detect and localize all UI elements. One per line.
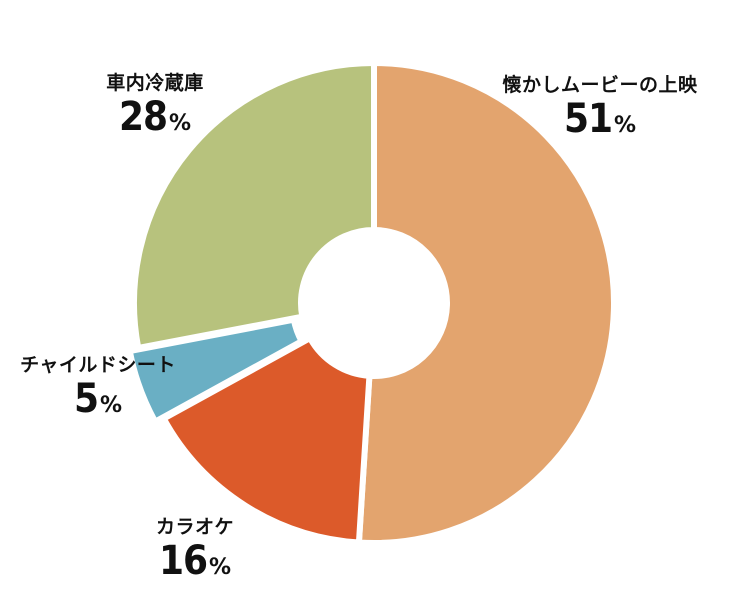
- label-child-seat: チャイルドシート 5%: [2, 350, 194, 419]
- slice-nostalgic-movie: [355, 59, 617, 546]
- label-nostalgic-movie-name: 懐かしムービーの上映: [502, 74, 698, 96]
- slice-child-seat: [126, 316, 306, 426]
- label-car-fridge-value: 28%: [118, 94, 192, 140]
- label-karaoke: カラオケ 16%: [130, 512, 260, 581]
- slice-karaoke: [159, 334, 373, 546]
- label-child-seat-value: 5%: [73, 376, 123, 422]
- slice-car-fridge: [131, 59, 377, 352]
- label-car-fridge-name: 車内冷蔵庫: [106, 72, 204, 94]
- label-nostalgic-movie: 懐かしムービーの上映 51%: [495, 70, 705, 139]
- label-child-seat-name: チャイルドシート: [20, 354, 176, 376]
- label-karaoke-value: 16%: [158, 538, 232, 584]
- label-nostalgic-movie-value: 51%: [563, 96, 637, 142]
- label-car-fridge: 車内冷蔵庫 28%: [75, 68, 235, 137]
- label-karaoke-name: カラオケ: [155, 516, 234, 538]
